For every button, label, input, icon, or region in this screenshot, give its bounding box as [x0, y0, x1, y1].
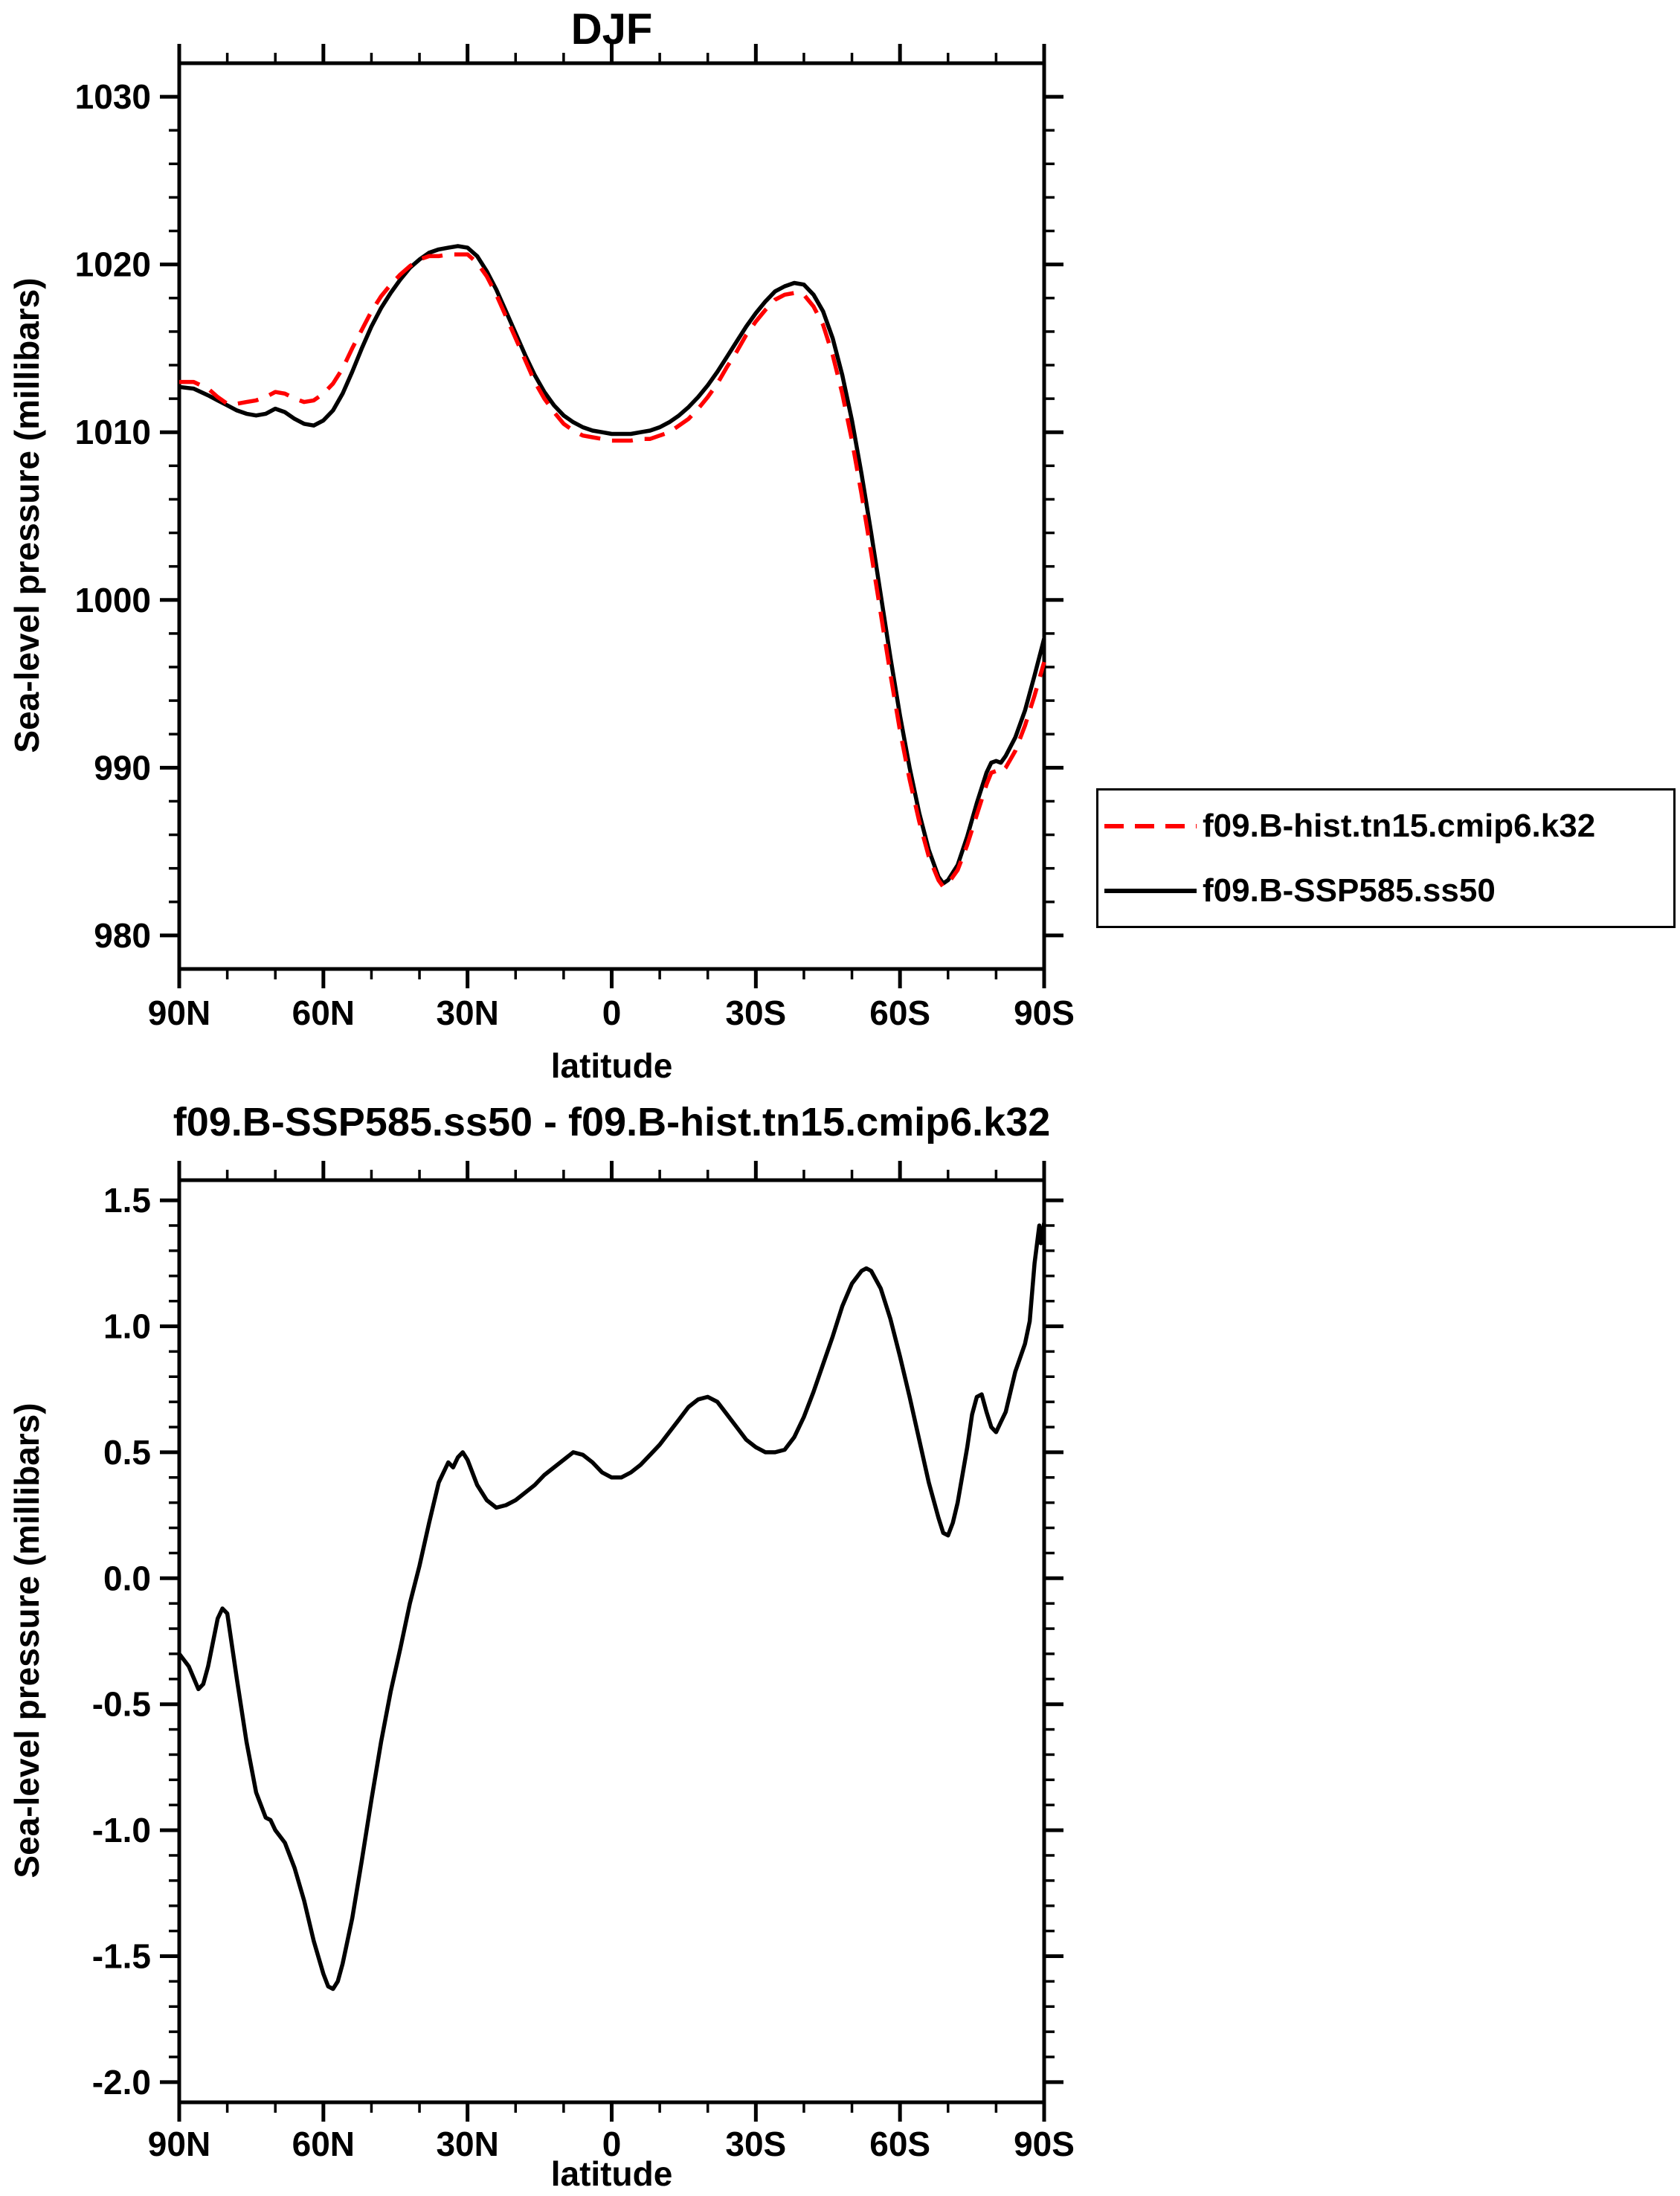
y-tick-label: -1.0 [92, 1811, 151, 1849]
y-axis-label-top: Sea-level pressure (millibars) [7, 277, 46, 753]
x-tick-label: 30S [725, 2125, 786, 2163]
legend-label-hist: f09.B-hist.tn15.cmip6.k32 [1203, 807, 1596, 844]
y-tick-label: 0.5 [103, 1433, 151, 1472]
y-tick-label: -2.0 [92, 2063, 151, 2102]
x-tick-label: 30N [436, 994, 498, 1032]
y-tick-label: 1.5 [103, 1181, 151, 1220]
x-tick-label: 0 [602, 2125, 622, 2163]
y-tick-label: 980 [94, 916, 151, 955]
chart-title-bottom: f09.B-SSP585.ss50 - f09.B-hist.tn15.cmip… [173, 1100, 1051, 1144]
x-tick-label: 60S [869, 994, 930, 1032]
chart-title-top: DJF [570, 5, 653, 54]
legend: f09.B-hist.tn15.cmip6.k32 f09.B-SSP585.s… [1096, 788, 1676, 928]
y-tick-label: 1000 [75, 581, 151, 619]
solid-black-line-sample-icon [1104, 888, 1197, 893]
dashed-red-line-sample-icon [1104, 823, 1197, 828]
plot-frame [177, 1178, 1046, 2105]
legend-item-hist: f09.B-hist.tn15.cmip6.k32 [1103, 794, 1669, 858]
y-tick-label: 1010 [75, 413, 151, 451]
x-tick-label: 60S [869, 2125, 930, 2163]
legend-label-ssp585: f09.B-SSP585.ss50 [1203, 872, 1496, 909]
y-axis-label-bottom: Sea-level pressure (millibars) [7, 1403, 46, 1878]
x-tick-label: 90S [1014, 994, 1075, 1032]
y-tick-label: 990 [94, 748, 151, 787]
y-tick-label: -1.5 [92, 1936, 151, 1975]
x-tick-label: 60N [292, 994, 355, 1032]
x-axis-label-top: latitude [550, 1046, 673, 1085]
y-tick-label: 0.0 [103, 1559, 151, 1597]
x-tick-label: 90N [148, 2125, 210, 2163]
x-tick-label: 30N [436, 2125, 498, 2163]
y-tick-label: 1030 [75, 77, 151, 116]
y-tick-label: 1020 [75, 245, 151, 284]
x-tick-label: 30S [725, 994, 786, 1032]
y-tick-label: -0.5 [92, 1685, 151, 1724]
x-tick-label: 90S [1014, 2125, 1075, 2163]
y-tick-label: 1.0 [103, 1307, 151, 1346]
series-line-f09.B-SSP585.ss50 - f09.B-hist.tn15.cmip6.k32 [177, 1223, 1046, 1991]
x-axis-label-bottom: latitude [550, 2154, 673, 2193]
plot-frame [177, 61, 1046, 971]
x-tick-label: 90N [148, 994, 210, 1032]
x-tick-label: 60N [292, 2125, 355, 2163]
x-tick-label: 0 [602, 994, 622, 1032]
legend-item-ssp585: f09.B-SSP585.ss50 [1103, 859, 1669, 923]
series-line-f09.B-hist.tn15.cmip6.k32 [179, 252, 1046, 889]
series-line-f09.B-SSP585.ss50 [178, 244, 1046, 886]
